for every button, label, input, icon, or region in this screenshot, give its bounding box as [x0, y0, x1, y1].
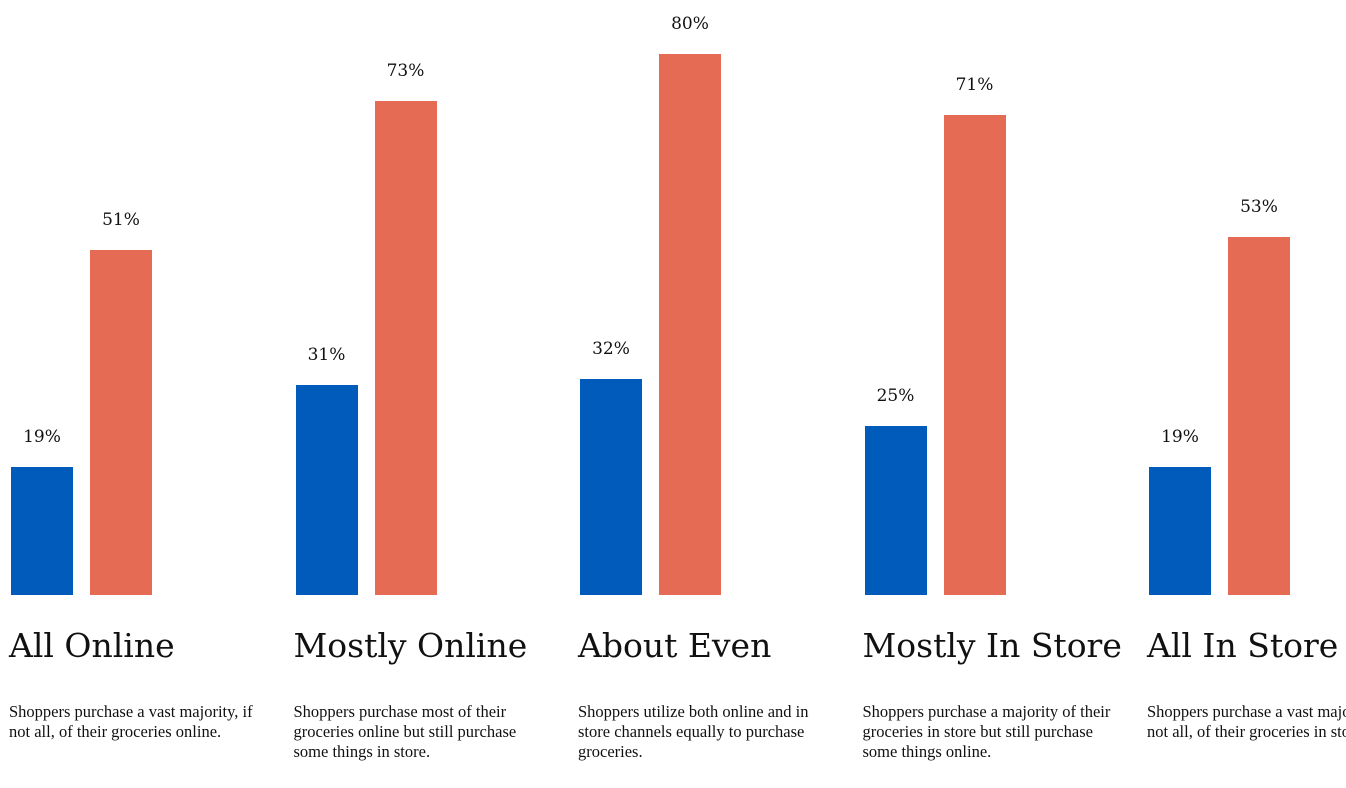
bar [374, 101, 437, 595]
bar [11, 466, 73, 595]
category-title: Mostly Online [293, 626, 528, 665]
bar [943, 114, 1006, 595]
value-label: 32% [592, 338, 630, 359]
category-description: Shoppers purchase a majority of their gr… [862, 702, 1111, 761]
category-title: All In Store [1147, 626, 1339, 665]
category-title: All Online [9, 626, 175, 665]
category-description: Shoppers utilize both online and in stor… [578, 702, 809, 761]
value-label: 31% [307, 345, 346, 366]
value-label: 25% [876, 385, 915, 406]
category-description: Shoppers purchase most of their grocerie… [293, 702, 517, 761]
bar [90, 250, 152, 595]
category-title: About Even [578, 626, 772, 665]
value-label: 53% [1240, 196, 1278, 217]
value-label: 71% [955, 74, 994, 95]
category-description: Shoppers purchase a vast majority, if no… [9, 702, 253, 741]
value-label: 19% [23, 426, 61, 447]
bar [659, 54, 721, 595]
bar [295, 385, 358, 595]
bar [1228, 236, 1290, 595]
value-label: 80% [671, 14, 709, 34]
category-title: Mostly In Store [862, 626, 1122, 665]
value-label: 73% [386, 61, 425, 82]
bar [864, 425, 927, 595]
category-description: Shoppers purchase a vast majority, if no… [1147, 702, 1346, 741]
bar [580, 378, 642, 595]
value-label: 19% [1161, 426, 1199, 447]
value-label: 51% [102, 210, 140, 231]
bar [1149, 466, 1211, 595]
